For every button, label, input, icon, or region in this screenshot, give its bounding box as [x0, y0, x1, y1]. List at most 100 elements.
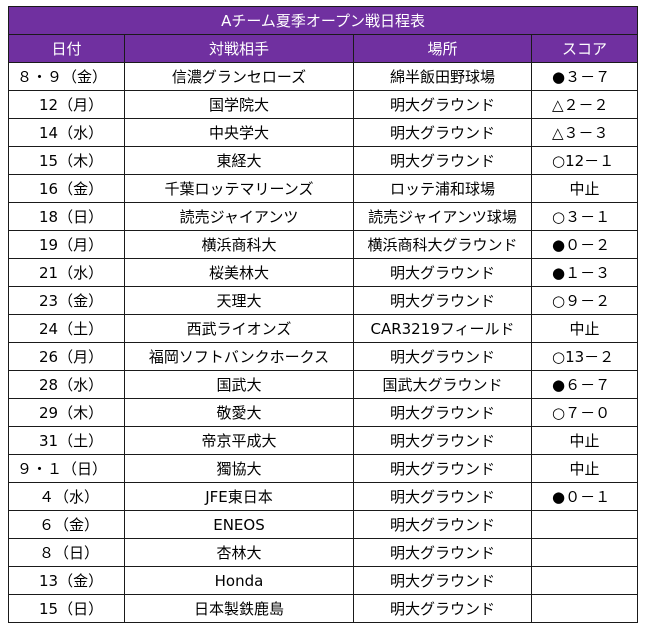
- table-row: 18（日） 読売ジャイアンツ 読売ジャイアンツ球場 ○３－１: [8, 202, 639, 231]
- schedule-rows: ８・９（金） 信濃グランセローズ 綿半飯田野球場 ●３－７ 12（月） 国学院大 明大グラウ…: [8, 62, 639, 623]
- cell-date: 14（水）: [8, 118, 125, 147]
- cell-opponent: 敬愛大: [124, 398, 354, 427]
- cell-date: 29（木）: [8, 398, 125, 427]
- cell-venue: 明大グラウンド: [353, 538, 532, 567]
- cell-venue: 明大グラウンド: [353, 342, 532, 371]
- cell-opponent: 帝京平成大: [124, 426, 354, 455]
- cell-opponent: ENEOS: [124, 510, 354, 539]
- cell-score: ●０－２: [530, 230, 639, 259]
- cell-opponent: 日本製鉄鹿島: [124, 594, 354, 623]
- cell-venue: 明大グラウンド: [353, 258, 532, 287]
- cell-opponent: 国武大: [124, 370, 354, 399]
- table-row: 21（水） 桜美林大 明大グラウンド ●１－３: [8, 258, 639, 287]
- cell-date: 16（金）: [8, 174, 125, 203]
- cell-date: ９・１（日）: [8, 454, 125, 483]
- table-title: Aチーム夏季オープン戦日程表: [7, 6, 639, 35]
- table-row: 14（水） 中央学大 明大グラウンド △３－３: [8, 118, 639, 147]
- cell-date: 13（金）: [8, 566, 125, 595]
- cell-score: 中止: [530, 314, 639, 343]
- cell-opponent: 横浜商科大: [124, 230, 354, 259]
- cell-venue: 明大グラウンド: [353, 426, 532, 455]
- cell-date: 18（日）: [8, 202, 125, 231]
- cell-date: ４（水）: [8, 482, 125, 511]
- cell-venue: 明大グラウンド: [353, 90, 532, 119]
- cell-score: 中止: [530, 426, 639, 455]
- cell-date: ８（日）: [8, 538, 125, 567]
- cell-opponent: 東経大: [124, 146, 354, 175]
- cell-opponent: 天理大: [124, 286, 354, 315]
- cell-venue: 明大グラウンド: [353, 594, 532, 623]
- cell-date: ６（金）: [8, 510, 125, 539]
- cell-venue: 綿半飯田野球場: [353, 62, 532, 91]
- cell-date: ８・９（金）: [8, 62, 125, 91]
- header-score: スコア: [530, 34, 639, 63]
- table-row: ８・９（金） 信濃グランセローズ 綿半飯田野球場 ●３－７: [8, 62, 639, 91]
- cell-opponent: 獨協大: [124, 454, 354, 483]
- cell-score: △２－２: [530, 90, 639, 119]
- cell-opponent: 西武ライオンズ: [124, 314, 354, 343]
- cell-score: △３－３: [530, 118, 639, 147]
- cell-opponent: 桜美林大: [124, 258, 354, 287]
- table-row: ８（日） 杏林大 明大グラウンド: [8, 538, 639, 567]
- header-opponent: 対戦相手: [124, 34, 354, 63]
- cell-score: ●３－７: [530, 62, 639, 91]
- cell-score: [530, 510, 639, 539]
- cell-venue: 明大グラウンド: [353, 286, 532, 315]
- cell-opponent: 福岡ソフトバンクホークス: [124, 342, 354, 371]
- cell-venue: 明大グラウンド: [353, 482, 532, 511]
- table-row: 15（日） 日本製鉄鹿島 明大グラウンド: [8, 594, 639, 623]
- cell-opponent: JFE東日本: [124, 482, 354, 511]
- header-row: 日付 対戦相手 場所 スコア: [8, 34, 639, 63]
- cell-date: 15（日）: [8, 594, 125, 623]
- cell-date: 21（水）: [8, 258, 125, 287]
- cell-venue: 読売ジャイアンツ球場: [353, 202, 532, 231]
- table-row: 16（金） 千葉ロッテマリーンズ ロッテ浦和球場 中止: [8, 174, 639, 203]
- cell-opponent: 読売ジャイアンツ: [124, 202, 354, 231]
- cell-opponent: 信濃グランセローズ: [124, 62, 354, 91]
- table-row: 12（月） 国学院大 明大グラウンド △２－２: [8, 90, 639, 119]
- cell-venue: 明大グラウンド: [353, 398, 532, 427]
- cell-venue: 明大グラウンド: [353, 118, 532, 147]
- table-row: 31（土） 帝京平成大 明大グラウンド 中止: [8, 426, 639, 455]
- cell-opponent: 杏林大: [124, 538, 354, 567]
- cell-score: ●１－３: [530, 258, 639, 287]
- cell-date: 19（月）: [8, 230, 125, 259]
- title-row: Aチーム夏季オープン戦日程表: [7, 6, 639, 35]
- cell-date: 15（木）: [8, 146, 125, 175]
- header-date: 日付: [8, 34, 125, 63]
- cell-score: 中止: [530, 454, 639, 483]
- cell-venue: 明大グラウンド: [353, 510, 532, 539]
- cell-date: 12（月）: [8, 90, 125, 119]
- cell-score: [530, 594, 639, 623]
- table-row: 13（金） Honda 明大グラウンド: [8, 566, 639, 595]
- cell-venue: 明大グラウンド: [353, 454, 532, 483]
- cell-date: 23（金）: [8, 286, 125, 315]
- cell-score: ○12－１: [530, 146, 639, 175]
- cell-date: 26（月）: [8, 342, 125, 371]
- header-venue: 場所: [353, 34, 532, 63]
- cell-venue: 国武大グラウンド: [353, 370, 532, 399]
- cell-date: 24（土）: [8, 314, 125, 343]
- cell-score: [530, 538, 639, 567]
- cell-score: ○13－２: [530, 342, 639, 371]
- cell-score: ●０－１: [530, 482, 639, 511]
- table-row: 28（水） 国武大 国武大グラウンド ●６－７: [8, 370, 639, 399]
- table-row: ４（水） JFE東日本 明大グラウンド ●０－１: [8, 482, 639, 511]
- cell-venue: 横浜商科大グラウンド: [353, 230, 532, 259]
- table-row: ６（金） ENEOS 明大グラウンド: [8, 510, 639, 539]
- cell-score: 中止: [530, 174, 639, 203]
- cell-venue: CAR3219フィールド: [353, 314, 532, 343]
- table-row: ９・１（日） 獨協大 明大グラウンド 中止: [8, 454, 639, 483]
- cell-score: ●６－７: [530, 370, 639, 399]
- cell-opponent: 中央学大: [124, 118, 354, 147]
- cell-score: [530, 566, 639, 595]
- cell-score: ○９－２: [530, 286, 639, 315]
- cell-venue: 明大グラウンド: [353, 566, 532, 595]
- cell-score: ○３－１: [530, 202, 639, 231]
- table-row: 19（月） 横浜商科大 横浜商科大グラウンド ●０－２: [8, 230, 639, 259]
- table-row: 29（木） 敬愛大 明大グラウンド ○７－０: [8, 398, 639, 427]
- cell-venue: ロッテ浦和球場: [353, 174, 532, 203]
- table-row: 15（木） 東経大 明大グラウンド ○12－１: [8, 146, 639, 175]
- schedule-sheet: Aチーム夏季オープン戦日程表 日付 対戦相手 場所 スコア ８・９（金） 信濃グラ…: [7, 6, 639, 623]
- schedule-table: Aチーム夏季オープン戦日程表 日付 対戦相手 場所 スコア ８・９（金） 信濃グラ…: [7, 6, 639, 623]
